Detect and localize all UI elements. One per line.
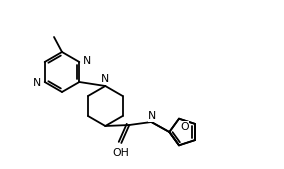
Text: OH: OH	[112, 148, 129, 158]
Text: N: N	[33, 78, 41, 89]
Text: N: N	[101, 74, 109, 83]
Text: N: N	[83, 55, 91, 66]
Text: N: N	[148, 111, 156, 121]
Text: O: O	[180, 122, 189, 132]
